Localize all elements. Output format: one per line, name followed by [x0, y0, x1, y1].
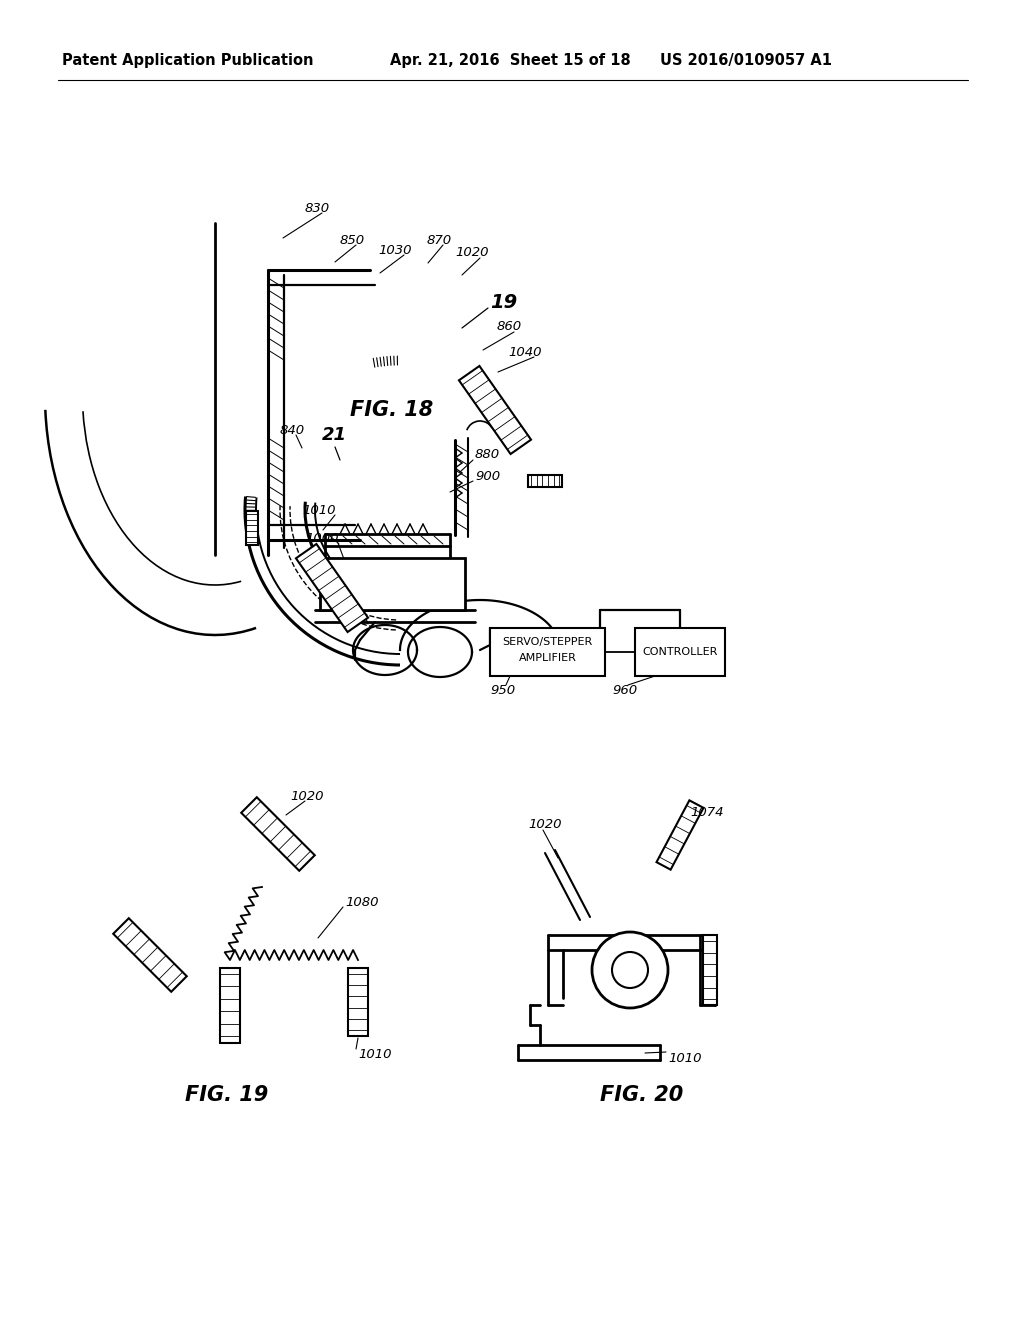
- Text: Apr. 21, 2016  Sheet 15 of 18: Apr. 21, 2016 Sheet 15 of 18: [390, 53, 631, 67]
- Polygon shape: [703, 935, 717, 1005]
- Text: 1074: 1074: [690, 805, 724, 818]
- Polygon shape: [459, 366, 531, 454]
- Text: 1020: 1020: [528, 818, 561, 832]
- Text: 1010: 1010: [302, 503, 336, 516]
- Text: FIG. 20: FIG. 20: [600, 1085, 683, 1105]
- Text: 960: 960: [612, 684, 637, 697]
- Text: 950: 950: [490, 684, 515, 697]
- Text: 1080: 1080: [345, 895, 379, 908]
- Text: 840: 840: [280, 424, 305, 437]
- Text: FIG. 18: FIG. 18: [350, 400, 433, 420]
- Text: 830: 830: [305, 202, 330, 214]
- Text: 1010: 1010: [358, 1048, 391, 1061]
- Polygon shape: [528, 475, 562, 487]
- Text: 860: 860: [497, 321, 522, 334]
- Text: 1010: 1010: [668, 1052, 701, 1064]
- Text: 1040: 1040: [508, 346, 542, 359]
- Polygon shape: [348, 968, 368, 1036]
- Text: 850: 850: [340, 234, 366, 247]
- Text: 1020: 1020: [455, 247, 488, 260]
- Polygon shape: [220, 968, 240, 1043]
- Polygon shape: [114, 919, 186, 991]
- Text: 1030: 1030: [378, 243, 412, 256]
- Text: 1000: 1000: [305, 532, 339, 544]
- Text: 1020: 1020: [290, 789, 324, 803]
- Polygon shape: [656, 800, 703, 870]
- Text: FIG. 19: FIG. 19: [185, 1085, 268, 1105]
- Polygon shape: [246, 511, 258, 545]
- Polygon shape: [242, 797, 314, 871]
- Polygon shape: [296, 544, 368, 632]
- Circle shape: [592, 932, 668, 1008]
- Text: 900: 900: [475, 470, 500, 483]
- Text: AMPLIFIER: AMPLIFIER: [518, 653, 577, 663]
- Bar: [490, 628, 605, 676]
- Text: SERVO/STEPPER: SERVO/STEPPER: [503, 638, 593, 647]
- Text: 21: 21: [322, 426, 347, 444]
- Circle shape: [612, 952, 648, 987]
- Text: 870: 870: [427, 234, 453, 247]
- Text: 880: 880: [475, 449, 500, 462]
- Text: 19: 19: [490, 293, 517, 313]
- Bar: [319, 558, 465, 610]
- Text: US 2016/0109057 A1: US 2016/0109057 A1: [660, 53, 831, 67]
- Text: Patent Application Publication: Patent Application Publication: [62, 53, 313, 67]
- Bar: [635, 628, 725, 676]
- Text: CONTROLLER: CONTROLLER: [642, 647, 718, 657]
